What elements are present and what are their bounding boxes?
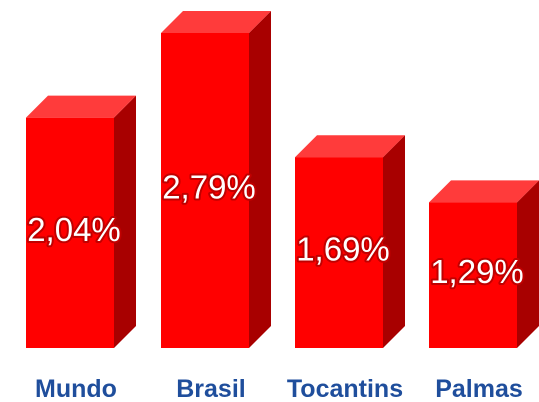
bar-front-tocantins xyxy=(295,157,383,348)
category-label-tocantins: Tocantins xyxy=(287,375,403,402)
bar-side-brasil xyxy=(249,11,271,348)
category-label-palmas: Palmas xyxy=(435,375,523,402)
bar-top-brasil xyxy=(161,11,271,33)
bar-side-tocantins xyxy=(383,135,405,348)
value-labels-group: 2,04% 2,79% 1,69% 1,29% xyxy=(25,167,526,293)
bar-side-mundo xyxy=(114,95,136,348)
bar-top-mundo xyxy=(26,95,136,118)
bar-top-palmas xyxy=(429,180,539,203)
bar-front-palmas xyxy=(429,202,517,348)
bar-front-mundo xyxy=(26,117,114,348)
category-label-brasil: Brasil xyxy=(176,375,245,402)
category-labels-group: Mundo Brasil Tocantins Palmas xyxy=(35,375,523,402)
value-label-palmas: 1,29% xyxy=(430,253,524,290)
bars-group xyxy=(26,11,539,348)
bar-palmas xyxy=(429,180,539,348)
bar-mundo xyxy=(26,95,136,348)
bar-brasil xyxy=(161,11,271,348)
value-label-mundo: 2,04% xyxy=(27,211,121,248)
category-label-mundo: Mundo xyxy=(35,375,117,402)
bar-tocantins xyxy=(295,135,405,348)
bar-top-tocantins xyxy=(295,135,405,158)
bar-front-brasil xyxy=(161,33,249,348)
value-label-brasil: 2,79% xyxy=(162,169,256,206)
bar-side-palmas xyxy=(517,180,539,348)
value-label-tocantins: 1,69% xyxy=(296,231,390,268)
